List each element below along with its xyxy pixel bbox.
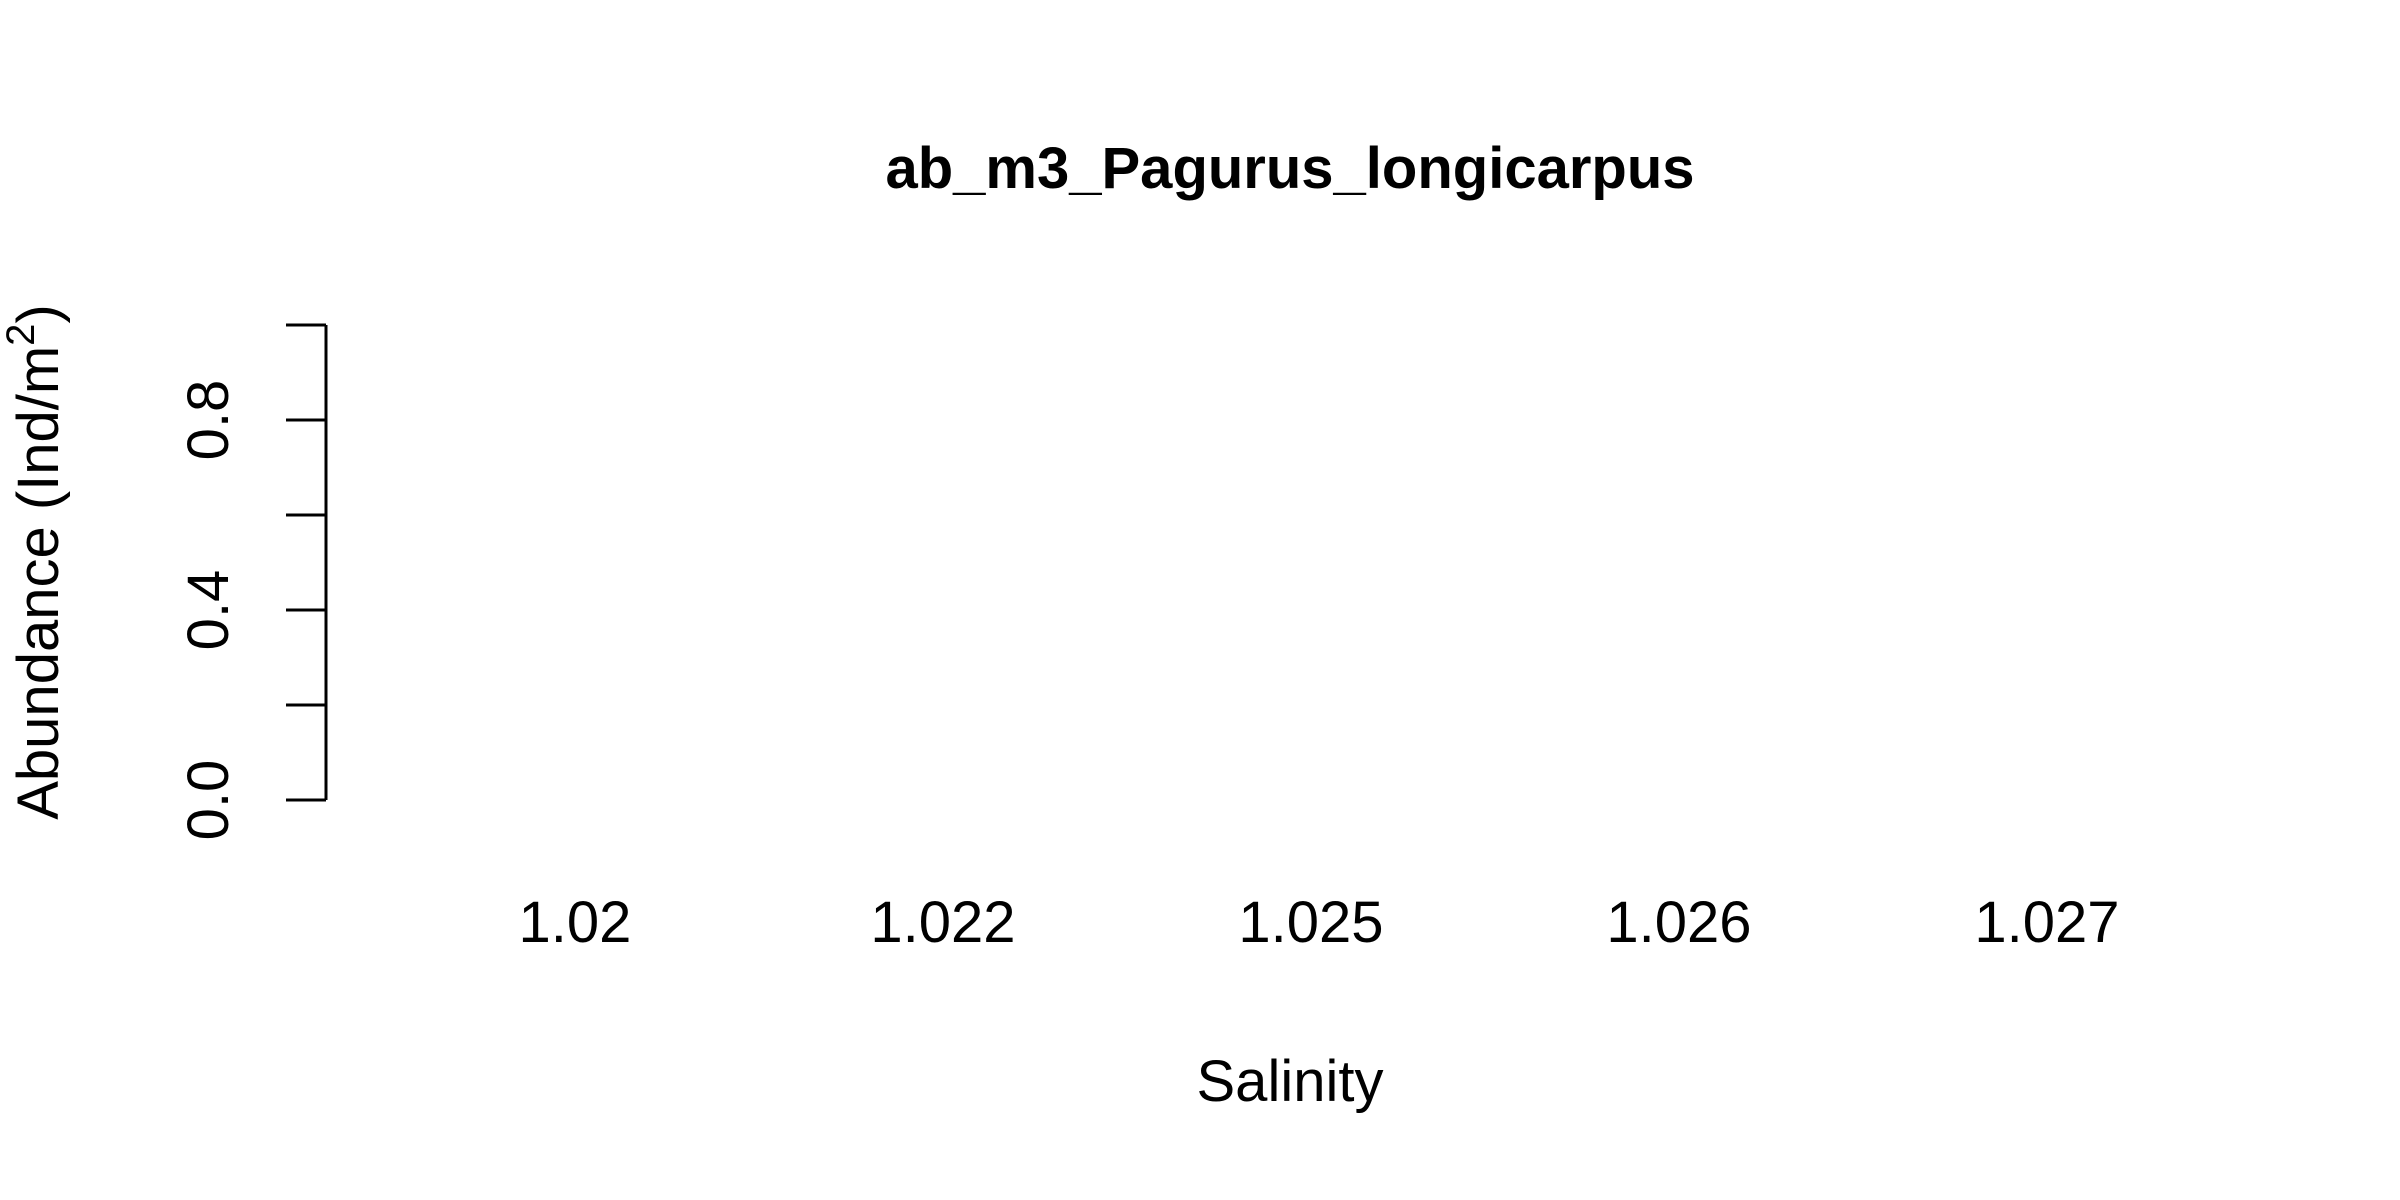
y-ticks: 0.0 0.4 0.8 <box>176 323 326 841</box>
x-tick-label: 1.02 <box>519 890 632 955</box>
x-tick-label: 1.025 <box>1238 890 1383 955</box>
y-axis-label-superscript: 2 <box>0 324 43 346</box>
x-tick-label: 1.026 <box>1606 890 1751 955</box>
y-axis-label-suffix: ) <box>6 304 71 323</box>
y-axis: 0.0 0.4 0.8 <box>176 323 328 841</box>
y-axis-label-main: Abundance (Ind/m <box>6 346 71 820</box>
y-tick-label: 0.0 <box>176 760 241 841</box>
x-axis-label: Salinity <box>1197 1049 1384 1114</box>
y-axis-label: Abundance (Ind/m2) <box>0 304 71 820</box>
y-tick-label: 0.4 <box>176 570 241 651</box>
x-tick-label: 1.027 <box>1974 890 2119 955</box>
y-tick-label: 0.8 <box>176 380 241 461</box>
x-tick-label: 1.022 <box>870 890 1015 955</box>
chart-title: ab_m3_Pagurus_longicarpus <box>885 136 1694 201</box>
x-tick-labels: 1.02 1.022 1.025 1.026 1.027 <box>519 890 2120 955</box>
